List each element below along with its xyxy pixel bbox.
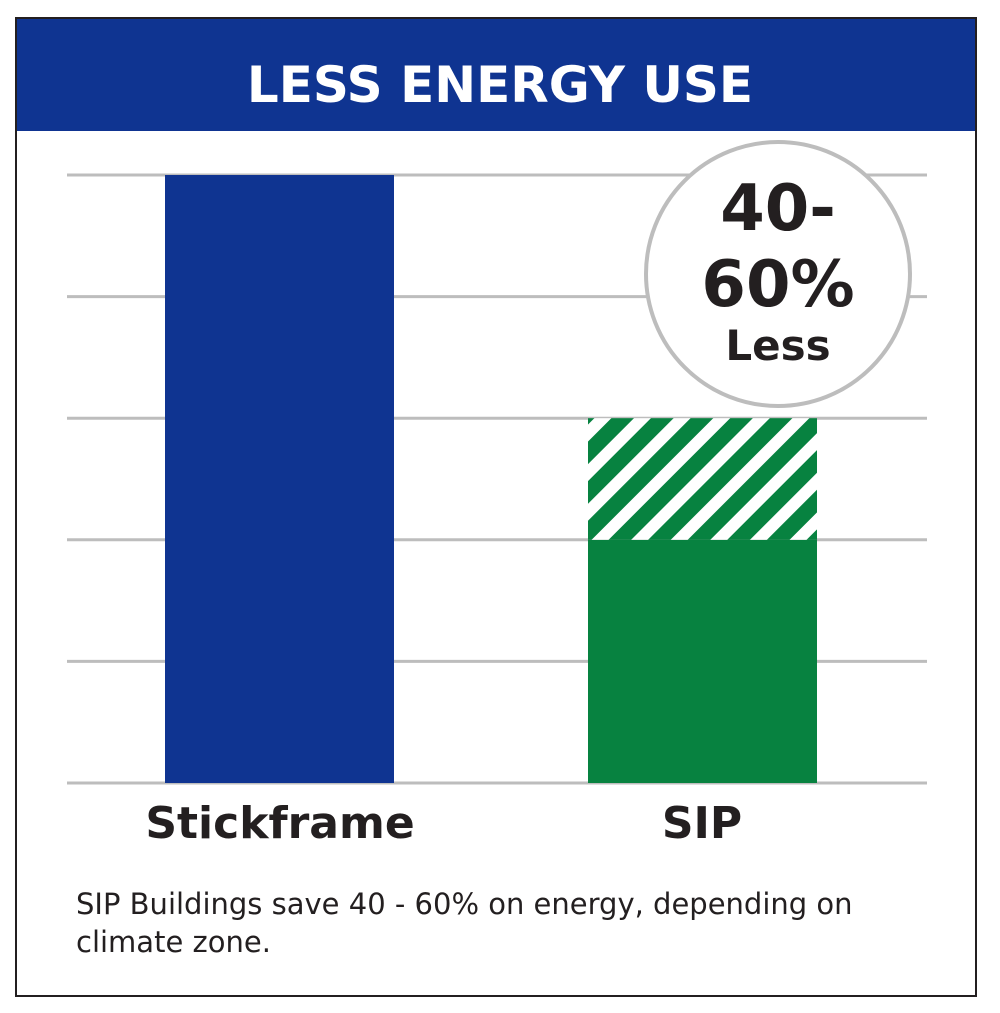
badge-line-3: Less — [725, 321, 830, 370]
badge: 40- 60% Less — [644, 140, 912, 408]
badge-circle — [644, 140, 912, 408]
category-label-stickframe: Stickframe — [145, 798, 414, 849]
header-band — [17, 19, 975, 131]
bar-stickframe — [165, 175, 394, 783]
badge-line-1: 40- — [720, 172, 836, 246]
chart-title: LESS ENERGY USE — [247, 56, 753, 114]
bar-range-sip — [588, 418, 817, 540]
badge-line-2: 60% — [701, 248, 854, 322]
caption: SIP Buildings save 40 - 60% on energy, d… — [76, 887, 853, 959]
bar-sip — [588, 539, 817, 783]
category-label-sip: SIP — [662, 798, 742, 849]
